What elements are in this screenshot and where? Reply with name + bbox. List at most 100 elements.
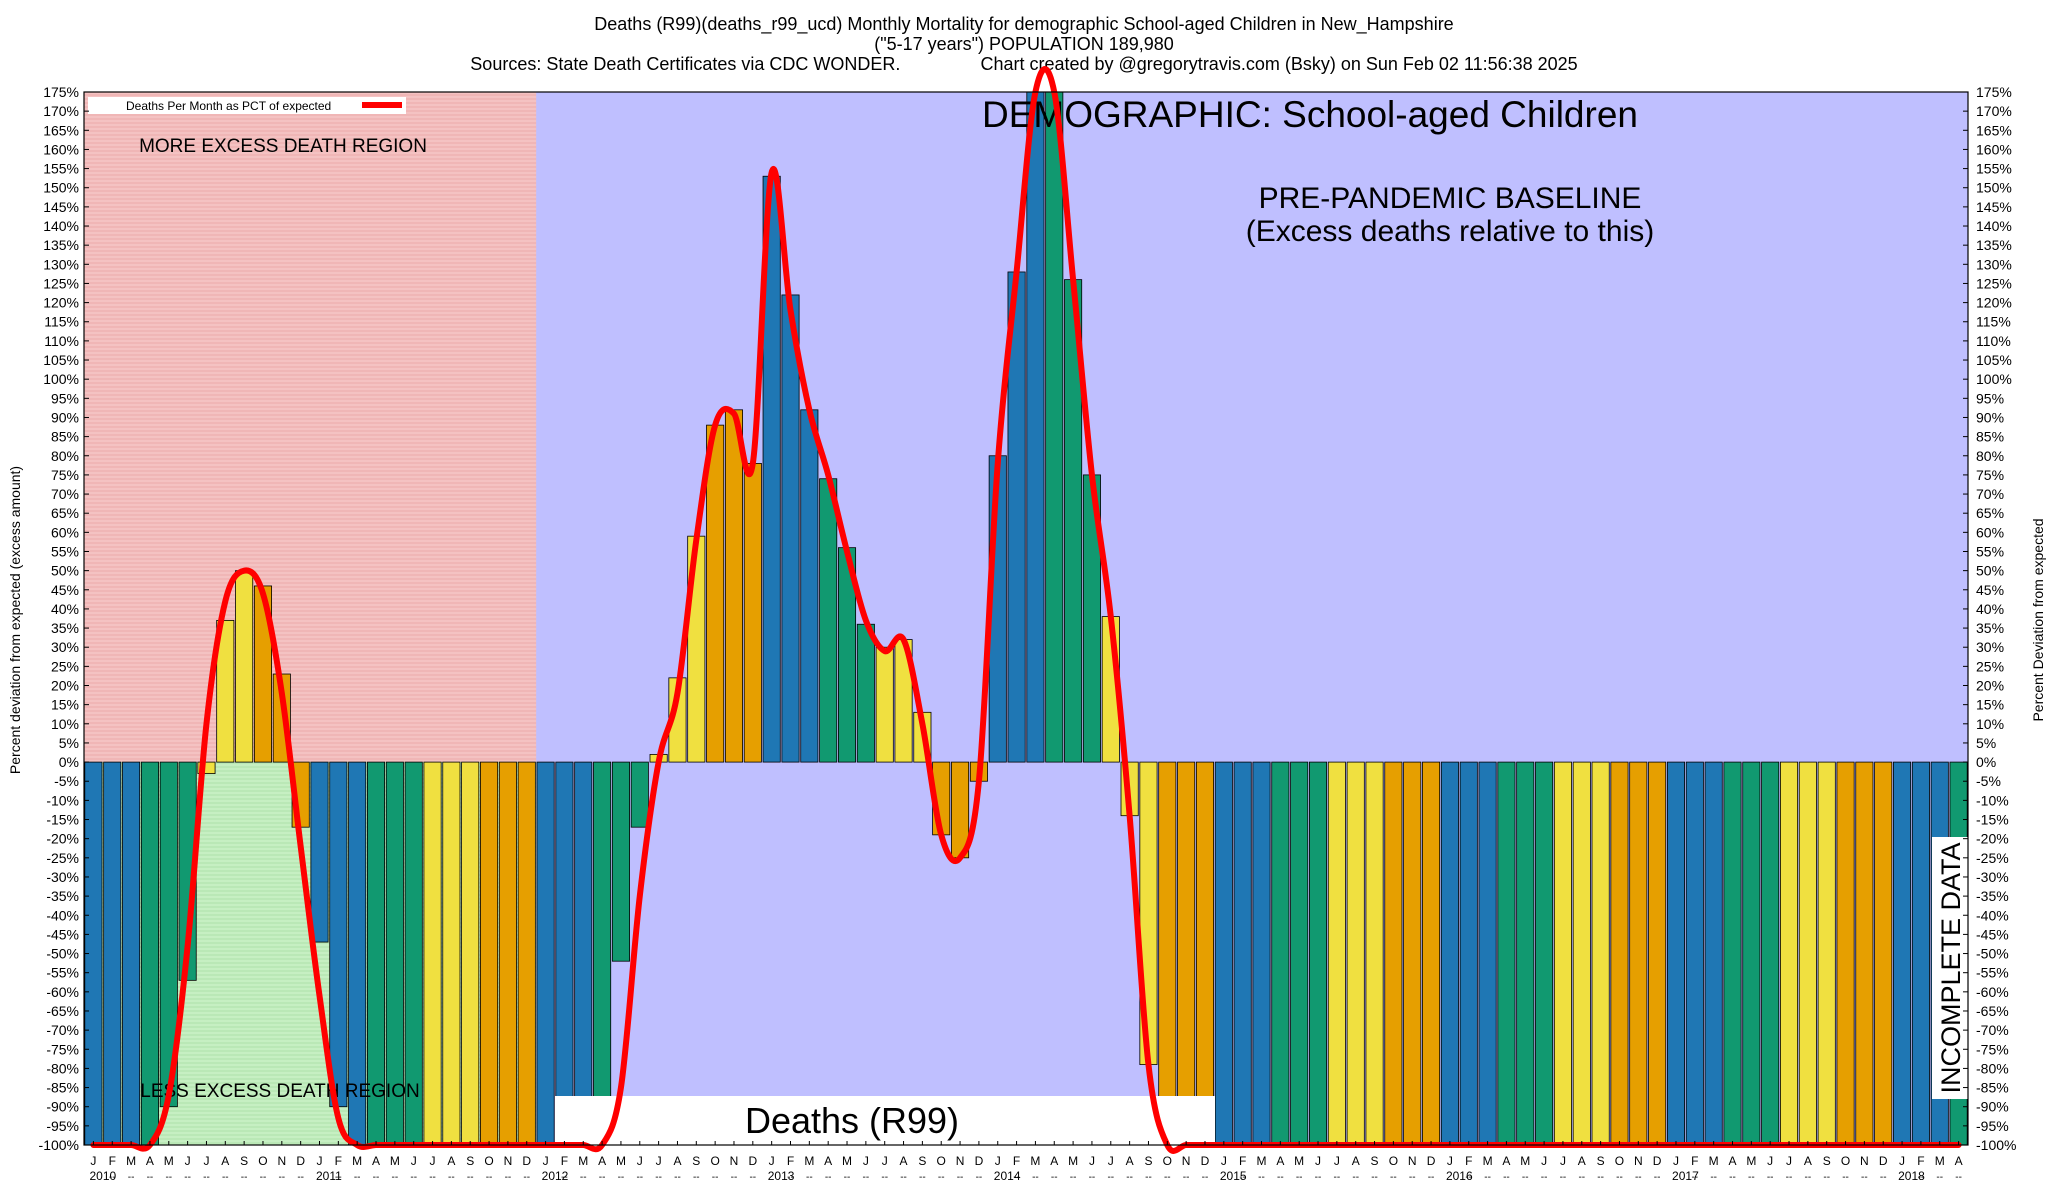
x-tick-label-month: J — [1786, 1154, 1792, 1168]
x-tick-label-month: J — [863, 1154, 869, 1168]
y-tick-label-right: -25% — [1976, 850, 2009, 866]
x-tick-dashes: -- — [1880, 1172, 1887, 1183]
bar — [1836, 761, 1855, 1146]
y-tick-label-right: 45% — [1976, 582, 2004, 598]
x-tick-label-month: F — [561, 1154, 568, 1168]
y-tick-label-left: 110% — [44, 333, 79, 349]
x-tick-label-month: M — [164, 1154, 174, 1168]
x-tick-dashes: -- — [523, 1172, 530, 1183]
x-tick-label-year: 2015 — [1220, 1169, 1247, 1183]
x-tick-label-month: J — [1315, 1154, 1321, 1168]
x-tick-dashes: -- — [392, 1172, 399, 1183]
y-tick-label-left: 105% — [43, 352, 79, 368]
y-tick-label-right: 115% — [1976, 314, 2011, 330]
y-tick-label-left: 170% — [43, 103, 79, 119]
x-tick-dashes: -- — [787, 1172, 794, 1183]
plot-frame — [83, 91, 1969, 1146]
y-tick-label-right: 0% — [1976, 754, 1996, 770]
y-tick-label-left: 120% — [43, 295, 79, 311]
background-regions — [84, 92, 1968, 1145]
x-tick-label-month: N — [277, 1154, 286, 1168]
bar — [536, 761, 555, 1146]
bar — [574, 761, 593, 1146]
y-tick-label-left: -15% — [46, 812, 79, 828]
bar — [856, 623, 875, 763]
x-tick-label-month: D — [1201, 1154, 1210, 1168]
y-tick-label-left: 35% — [51, 620, 79, 636]
y-tick-label-left: -20% — [46, 831, 79, 847]
x-tick-dashes: -- — [1823, 1172, 1830, 1183]
x-tick-label-month: A — [1126, 1154, 1134, 1168]
x-tick-dashes: -- — [749, 1172, 756, 1183]
bar — [781, 294, 800, 763]
y-tick-label-left: -50% — [46, 946, 79, 962]
x-tick-label-month: J — [1089, 1154, 1095, 1168]
x-tick-label-month: F — [109, 1154, 116, 1168]
y-tick-label-left: 90% — [51, 409, 79, 425]
x-tick-dashes: -- — [1484, 1172, 1491, 1183]
y-tick-label-left: 40% — [51, 601, 79, 617]
y-tick-label-left: 45% — [51, 582, 79, 598]
x-tick-dashes: -- — [1918, 1172, 1925, 1183]
x-tick-dashes: -- — [561, 1172, 568, 1183]
bar — [1158, 761, 1177, 1146]
x-tick-label-month: O — [1615, 1154, 1624, 1168]
y-tick-label-left: 0% — [59, 754, 79, 770]
y-tick-label-right: 55% — [1976, 543, 2004, 559]
bar — [216, 620, 235, 763]
y-tick-label-right: 160% — [1976, 141, 2012, 157]
x-tick-label-year: 2010 — [89, 1169, 116, 1183]
bar — [480, 761, 499, 1146]
x-tick-label-month: J — [1541, 1154, 1547, 1168]
bar — [1365, 761, 1384, 1146]
bar — [1685, 761, 1704, 1146]
x-tick-dashes: -- — [731, 1172, 738, 1183]
x-tick-dashes: -- — [1258, 1172, 1265, 1183]
x-tick-label-month: A — [1352, 1154, 1360, 1168]
x-tick-label-month: D — [1427, 1154, 1436, 1168]
chart-title-line1: Deaths (R99)(deaths_r99_ucd) Monthly Mor… — [594, 14, 1453, 35]
x-tick-dashes: -- — [147, 1172, 154, 1183]
y-tick-label-right: 175% — [1976, 84, 2012, 100]
y-tick-label-right: 135% — [1976, 237, 2012, 253]
bar — [1591, 761, 1610, 1146]
x-tick-dashes: -- — [938, 1172, 945, 1183]
x-tick-dashes: -- — [1691, 1172, 1698, 1183]
x-tick-dashes: -- — [1183, 1172, 1190, 1183]
y-tick-label-right: 165% — [1976, 122, 2012, 138]
x-tick-label-month: M — [842, 1154, 852, 1168]
x-tick-label-month: A — [673, 1154, 681, 1168]
y-tick-label-right: 70% — [1976, 486, 2004, 502]
x-tick-label-month: D — [296, 1154, 305, 1168]
y-tick-label-right: 80% — [1976, 448, 2004, 464]
x-tick-dashes: -- — [203, 1172, 210, 1183]
x-tick-dashes: -- — [278, 1172, 285, 1183]
x-tick-label-month: F — [1691, 1154, 1698, 1168]
x-tick-label-month: A — [146, 1154, 154, 1168]
bar — [1780, 761, 1799, 1146]
y-tick-label-left: -70% — [46, 1022, 79, 1038]
x-tick-dashes: -- — [1013, 1172, 1020, 1183]
x-tick-dashes: -- — [919, 1172, 926, 1183]
y-tick-label-right: 150% — [1976, 180, 2012, 196]
y-tick-label-right: 40% — [1976, 601, 2004, 617]
x-tick-label-month: O — [1841, 1154, 1850, 1168]
x-tick-label-month: J — [1447, 1154, 1453, 1168]
x-tick-label-month: F — [787, 1154, 794, 1168]
x-tick-label-year: 2018 — [1898, 1169, 1925, 1183]
x-tick-label-month: M — [1257, 1154, 1267, 1168]
x-tick-label-month: J — [769, 1154, 775, 1168]
y-tick-label-left: 145% — [43, 199, 79, 215]
x-tick-label-year: 2017 — [1672, 1169, 1699, 1183]
baseline-sub-label: (Excess deaths relative to this) — [1246, 215, 1655, 248]
y-tick-label-left: 165% — [43, 122, 79, 138]
x-tick-dashes: -- — [863, 1172, 870, 1183]
x-tick-label-month: A — [1728, 1154, 1736, 1168]
incomplete-data-label: INCOMPLETE DATA — [1936, 842, 1966, 1093]
x-tick-label-month: M — [126, 1154, 136, 1168]
x-tick-label-month: J — [637, 1154, 643, 1168]
y-tick-label-right: -95% — [1976, 1118, 2009, 1134]
x-tick-label-month: M — [352, 1154, 362, 1168]
x-tick-dashes: -- — [1089, 1172, 1096, 1183]
x-tick-dashes: -- — [1541, 1172, 1548, 1183]
